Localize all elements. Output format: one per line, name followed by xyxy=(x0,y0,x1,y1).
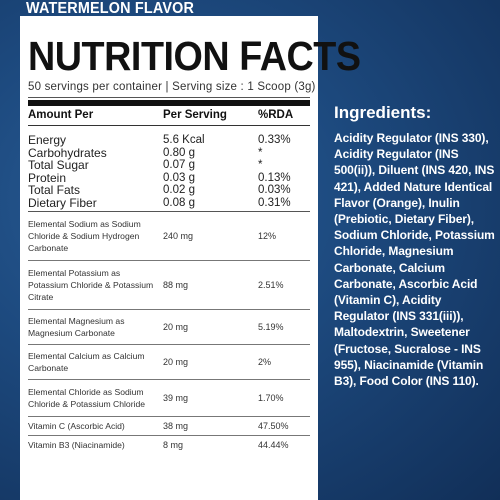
nutrient-rda: 2.51% xyxy=(258,280,284,290)
table-header: Amount Per Per Serving %RDA xyxy=(28,106,310,126)
nutrient-rda: 2% xyxy=(258,357,272,367)
nutrient-name: Energy xyxy=(28,133,67,147)
mineral-rows: Elemental Sodium as Sodium Chloride & So… xyxy=(28,211,310,454)
ingredients-text: Acidity Regulator (INS 330), Acidity Reg… xyxy=(334,131,495,389)
table-row: Elemental Calcium as Calcium Carbonate 20… xyxy=(28,345,310,380)
nutrient-rda: 0.03% xyxy=(258,184,291,196)
table-row: Elemental Magnesium as Magnesium Carbona… xyxy=(28,310,310,345)
table-row: Energy 5.6 Kcal 0.33% xyxy=(28,134,310,147)
thick-divider xyxy=(28,100,310,106)
nutrient-amount: 5.6 Kcal xyxy=(163,134,205,146)
table-row: Carbohydrates 0.80 g * xyxy=(28,145,310,160)
nutrient-name: Protein xyxy=(28,170,67,185)
header-per-serving: Per Serving xyxy=(163,109,227,121)
table-row: Vitamin C (Ascorbic Acid) 38 mg 47.50% xyxy=(28,417,310,436)
nutrient-name: Elemental Potassium as Potassium Chlorid… xyxy=(28,268,154,302)
nutrient-rda: 1.70% xyxy=(258,393,284,403)
nutrient-name: Dietary Fiber xyxy=(28,195,97,210)
header-rda: %RDA xyxy=(258,109,294,121)
nutrient-amount: 0.80 g xyxy=(163,146,195,159)
nutrient-rda: 5.19% xyxy=(258,322,284,332)
nutrient-amount: 0.07 g xyxy=(163,159,195,171)
nutrient-rda: 0.33% xyxy=(258,134,291,146)
nutrition-facts-panel: NUTRITION FACTS 50 servings per containe… xyxy=(20,16,361,500)
nutrient-amount: 20 mg xyxy=(163,322,189,332)
table-row: Dietary Fiber 0.08 g 0.31% xyxy=(28,195,310,210)
nutrient-amount: 0.08 g xyxy=(163,196,195,209)
nutrition-title: NUTRITION FACTS xyxy=(28,33,361,79)
nutrient-rda: * xyxy=(258,146,263,159)
table-row: Total Sugar 0.07 g * xyxy=(28,159,310,172)
table-row: Elemental Chloride as Sodium Chloride & … xyxy=(28,380,310,417)
nutrient-name: Total Sugar xyxy=(28,158,89,172)
nutrient-name: Vitamin B3 (Niacinamide) xyxy=(28,440,125,450)
ingredients-title: Ingredients: xyxy=(334,103,432,122)
nutrient-amount: 240 mg xyxy=(163,231,194,241)
nutrient-name: Elemental Chloride as Sodium Chloride & … xyxy=(28,387,146,409)
table-row: Elemental Potassium as Potassium Chlorid… xyxy=(28,261,310,310)
nutrient-rda: 12% xyxy=(258,231,277,241)
nutrient-name: Carbohydrates xyxy=(28,145,107,160)
nutrient-rda: 47.50% xyxy=(258,421,289,431)
table-row: Protein 0.03 g 0.13% xyxy=(28,170,310,185)
table-row: Elemental Sodium as Sodium Chloride & So… xyxy=(28,212,310,261)
nutrient-name: Elemental Sodium as Sodium Chloride & So… xyxy=(28,219,141,253)
nutrient-amount: 0.02 g xyxy=(163,184,195,196)
nutrient-amount: 8 mg xyxy=(163,440,184,450)
header-amount-per: Amount Per xyxy=(28,109,94,121)
nutrient-name: Vitamin C (Ascorbic Acid) xyxy=(28,421,125,431)
nutrient-name: Elemental Magnesium as Magnesium Carbona… xyxy=(28,316,125,338)
nutrient-amount: 0.03 g xyxy=(163,171,195,184)
nutrient-name: Elemental Calcium as Calcium Carbonate xyxy=(28,351,145,373)
nutrient-amount: 20 mg xyxy=(163,357,189,367)
nutrient-amount: 39 mg xyxy=(163,393,189,403)
nutrient-name: Total Fats xyxy=(28,183,81,197)
nutrient-rda: 0.13% xyxy=(258,171,291,184)
nutrient-rda: 0.31% xyxy=(258,196,291,209)
serving-info: 50 servings per container | Serving size… xyxy=(28,81,315,98)
nutrient-amount: 88 mg xyxy=(163,280,189,290)
nutrient-rda: 44.44% xyxy=(258,440,289,450)
flavor-label: WATERMELON FLAVOR xyxy=(26,0,195,17)
nutrient-amount: 38 mg xyxy=(163,421,189,431)
main-nutrients: Energy 5.6 Kcal 0.33% Carbohydrates 0.80 g * T… xyxy=(28,126,310,209)
nutrient-rda: * xyxy=(258,159,263,171)
table-row: Vitamin B3 (Niacinamide) 8 mg 44.44% xyxy=(28,436,310,454)
table-row: Total Fats 0.02 g 0.03% xyxy=(28,184,310,197)
